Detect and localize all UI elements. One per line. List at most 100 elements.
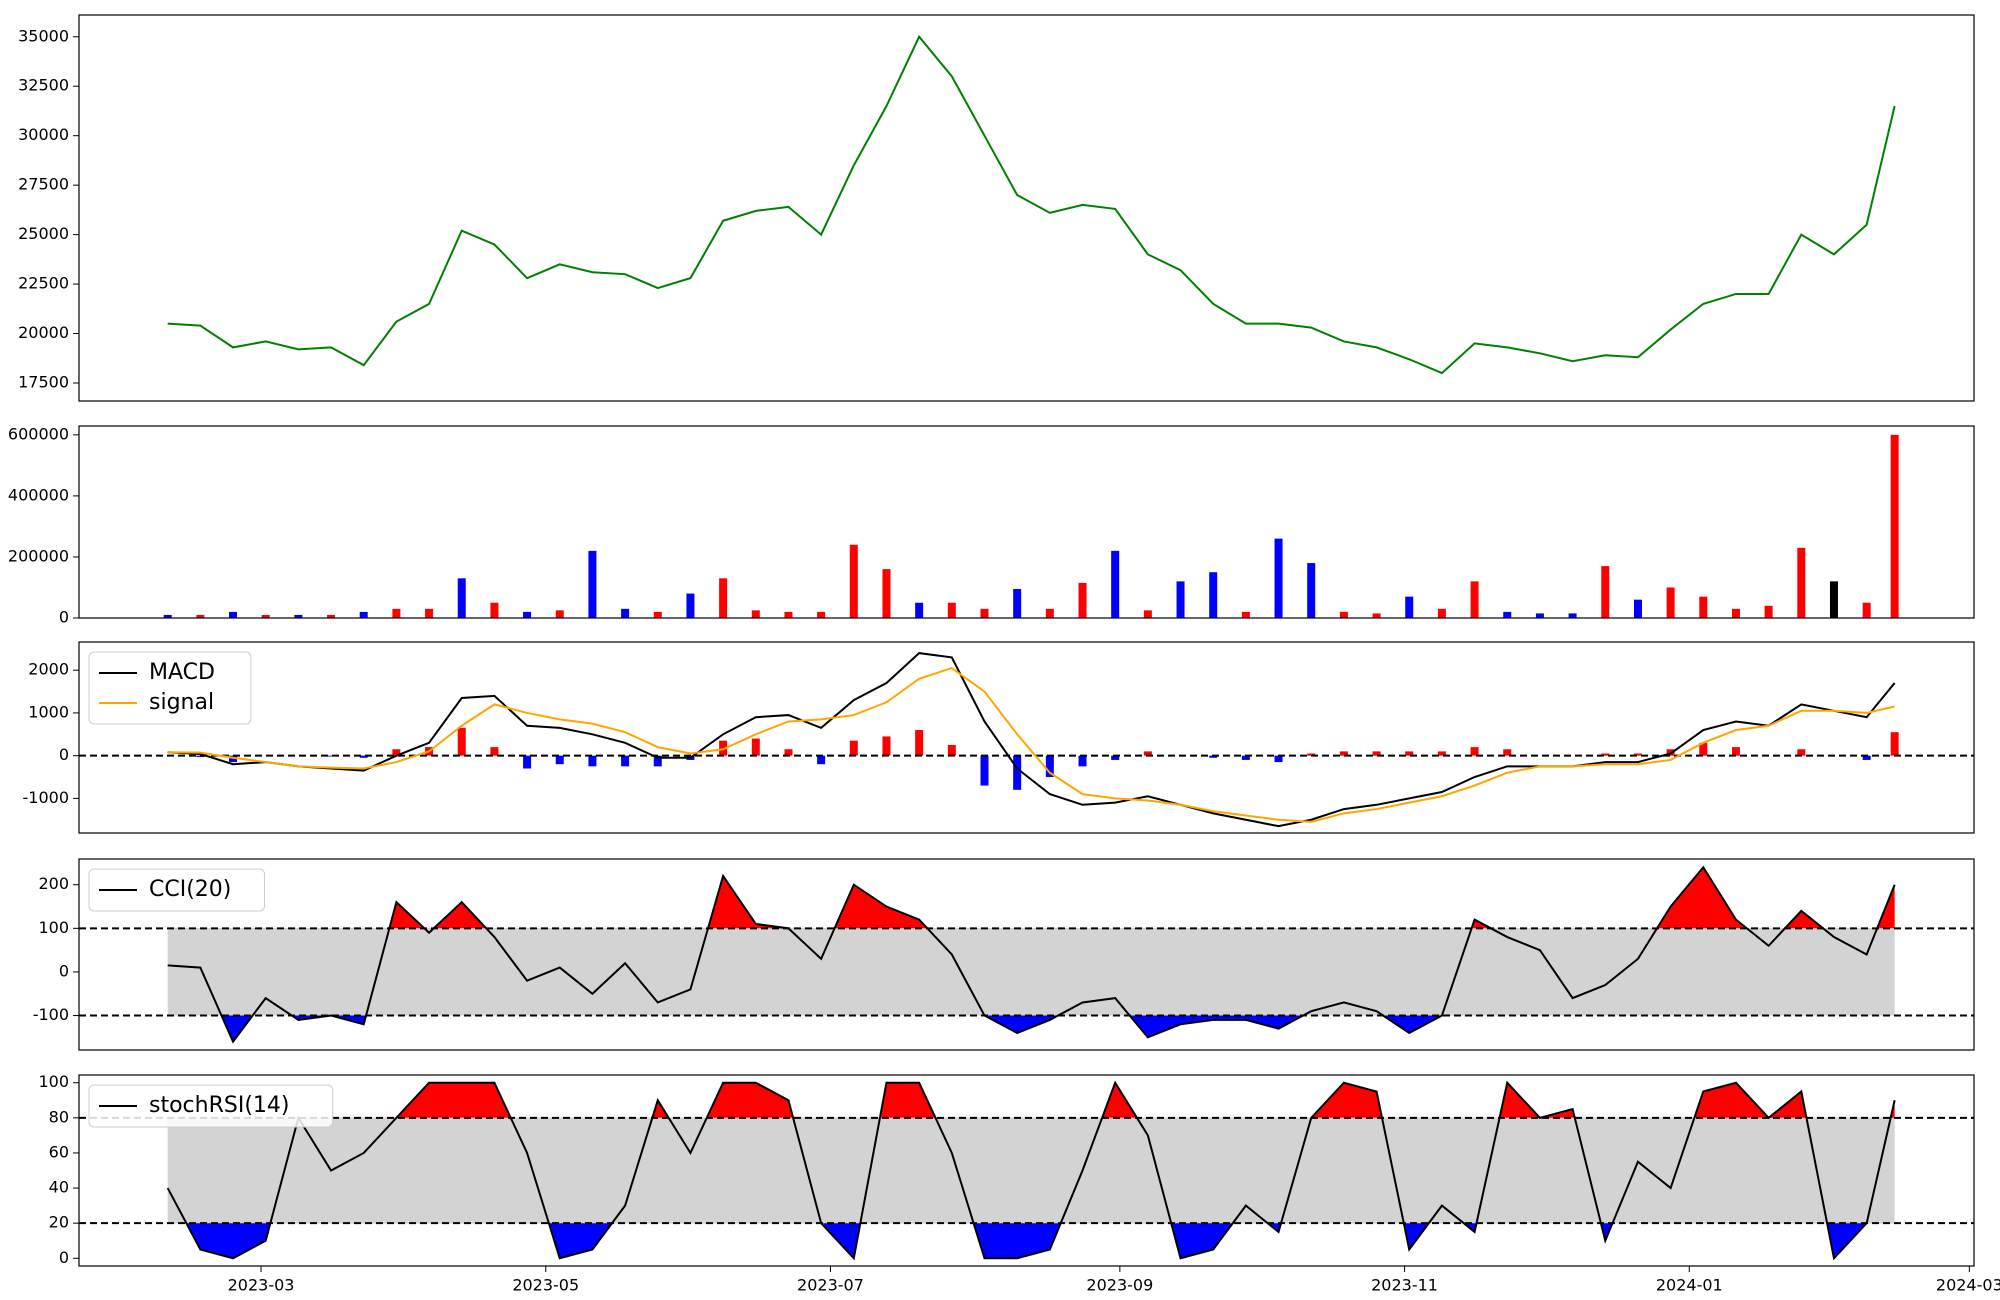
histogram-bar [1339,751,1348,756]
y-tick-label: 0 [59,961,69,980]
legend-box [88,651,252,725]
histogram-bar [784,749,793,756]
bar [1372,613,1381,618]
bar [1568,613,1577,618]
bar [1797,547,1806,618]
bar [457,578,466,618]
bar [1013,589,1022,618]
y-tick-label: 32500 [18,76,69,95]
y-tick-label: 27500 [18,175,69,194]
y-tick-label: 0 [59,1248,69,1267]
histogram-bar [947,744,956,756]
plot-frame [78,14,1975,402]
y-tick-label: 200 [38,874,69,893]
bar [523,611,532,618]
bar [849,544,858,618]
x-tick-label: 2023-09 [1086,1276,1153,1295]
y-tick-label: 17500 [18,372,69,391]
histogram-bar [1601,753,1610,756]
bar [719,578,728,618]
histogram-bar [1274,755,1283,763]
histogram-bar [1633,753,1642,756]
y-tick-label: 80 [49,1107,69,1126]
y-tick-label: -100 [33,1005,69,1024]
y-tick-label: 20000 [18,323,69,342]
bar [1890,434,1899,618]
histogram-bar [1078,755,1087,767]
histogram-bar [1862,755,1871,760]
bar [1601,566,1610,618]
histogram-bar [588,755,597,767]
bar [359,611,368,618]
series-line [167,865,1896,1044]
x-tick-label: 2023-11 [1371,1276,1438,1295]
histogram-bar [327,755,336,757]
series-line [167,652,1896,828]
bar [817,611,826,618]
histogram-bar [1013,755,1022,790]
bar [1143,610,1152,618]
fill-below [221,1015,1442,1042]
bar [261,614,270,618]
histogram-bar [1405,751,1414,756]
bar [588,550,597,618]
series-line [167,666,1895,823]
histogram-bar [915,730,924,756]
y-tick-label: 1000 [28,702,69,721]
legend-label: signal [149,690,214,715]
histogram-bar [1503,749,1512,756]
bar [1045,608,1054,618]
bar [1829,581,1838,618]
y-tick-label: 30000 [18,125,69,144]
bar [163,614,172,618]
bar [653,611,662,618]
bar [196,614,205,618]
bar [1633,599,1642,618]
histogram-bar [882,736,891,756]
bar [1339,611,1348,618]
y-tick-label: 200000 [8,546,69,565]
bar [1666,587,1675,618]
bar [882,569,891,618]
histogram-bar [1045,755,1054,778]
legend-label: stochRSI(14) [149,1093,290,1118]
bar [1241,611,1250,618]
bar [980,608,989,618]
bar [392,608,401,618]
bar [1503,611,1512,618]
histogram-bar [653,755,662,767]
histogram-bar [359,755,368,758]
bar [1764,605,1773,618]
y-tick-label: 400000 [8,485,69,504]
legend-label: MACD [149,660,215,685]
histogram-bar [1437,751,1446,756]
y-tick-label: -1000 [23,788,70,807]
bar [327,614,336,618]
histogram-bar [1890,732,1899,756]
bar [686,593,695,618]
bar [1862,602,1871,618]
y-tick-label: 100 [38,1072,69,1091]
bar [1731,608,1740,618]
histogram-bar [817,755,826,765]
bar [1470,581,1479,618]
bar [425,608,434,618]
x-tick-label: 2023-03 [228,1276,295,1295]
x-tick-label: 2023-05 [512,1276,579,1295]
histogram-bar [555,755,564,765]
bar [621,608,630,618]
y-tick-label: 100 [38,918,69,937]
bar [1307,563,1316,618]
histogram-bar [1699,742,1708,756]
bar [1405,596,1414,618]
price-line [167,34,1896,375]
band [167,928,1895,1016]
bar [1111,550,1120,618]
bar [1176,581,1185,618]
histogram-bar [621,755,630,767]
bar [915,602,924,618]
histogram-bar [1307,753,1316,756]
y-tick-label: 25000 [18,224,69,243]
y-tick-label: 0 [59,608,69,627]
